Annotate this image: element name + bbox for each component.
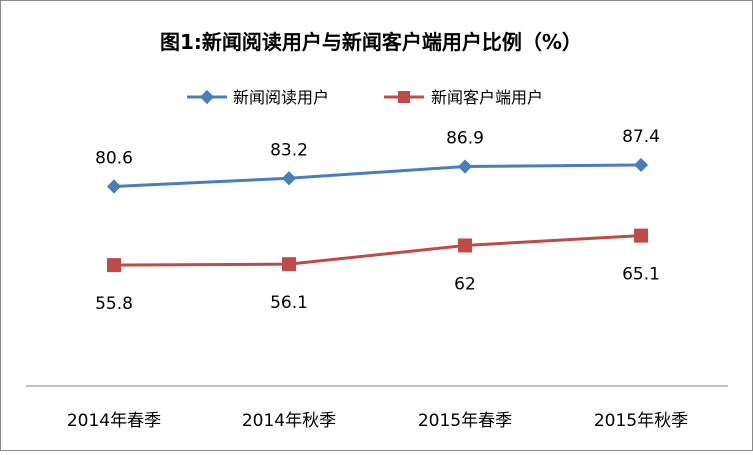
data-label-client: 65.1 — [622, 265, 660, 285]
legend-item-client: 新闻客户端用户 — [384, 88, 543, 107]
data-point-client — [458, 238, 472, 253]
legend-marker-reading — [199, 89, 215, 105]
x-tick-label: 2014年春季 — [67, 411, 161, 431]
data-label-reading: 80.6 — [95, 148, 133, 168]
data-label-client: 56.1 — [270, 293, 308, 313]
data-point-reading — [633, 157, 649, 173]
data-label-client: 62 — [454, 274, 476, 294]
x-tick-label: 2015年春季 — [418, 411, 512, 431]
series-line-reading — [113, 163, 642, 188]
series-line-client — [113, 234, 642, 267]
x-axis-ticks: 2014年春季 2014年秋季 2015年春季 2015年秋季 — [67, 411, 688, 431]
data-label-reading: 86.9 — [446, 129, 484, 149]
data-label-client: 55.8 — [95, 294, 133, 314]
legend-label-client: 新闻客户端用户 — [431, 88, 543, 107]
legend: 新闻阅读用户 新闻客户端用户 — [187, 88, 543, 107]
x-tick-label: 2015年秋季 — [594, 411, 688, 431]
data-point-reading — [457, 159, 473, 174]
data-label-reading: 83.2 — [270, 140, 308, 160]
data-point-reading — [106, 179, 122, 194]
data-point-reading — [281, 171, 297, 186]
x-tick-label: 2014年秋季 — [242, 411, 336, 431]
legend-label-reading: 新闻阅读用户 — [233, 88, 329, 107]
plot-area: 80.6 83.2 86.9 87.4 55.8 56.1 62 65.1 — [95, 127, 660, 314]
legend-marker-client — [398, 91, 410, 103]
legend-item-reading: 新闻阅读用户 — [187, 88, 329, 107]
data-point-client — [282, 257, 296, 272]
chart-title: 图1:新闻阅读用户与新闻客户端用户比例（%） — [160, 30, 582, 54]
data-point-client — [107, 258, 121, 273]
data-label-reading: 87.4 — [622, 127, 660, 147]
data-point-client — [634, 228, 648, 243]
